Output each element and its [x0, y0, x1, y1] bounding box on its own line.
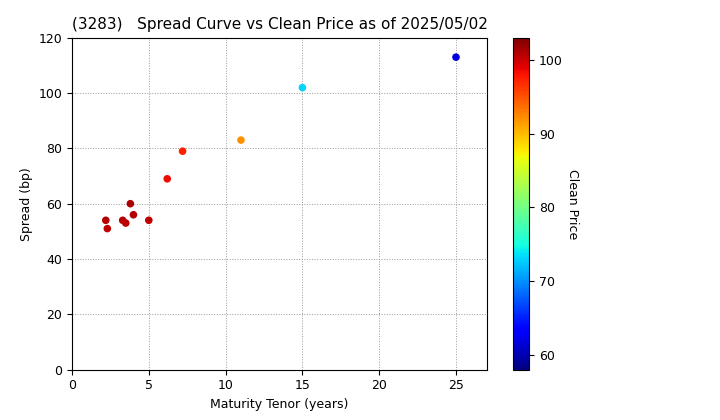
Point [100, 217, 112, 223]
Y-axis label: Clean Price: Clean Price [567, 168, 580, 239]
Point [117, 217, 128, 223]
Point [102, 225, 113, 232]
Point [450, 54, 462, 60]
Point [125, 200, 136, 207]
Point [120, 220, 132, 226]
Point [143, 217, 155, 223]
Y-axis label: Spread (bp): Spread (bp) [20, 167, 33, 241]
Point [161, 176, 173, 182]
X-axis label: Maturity Tenor (years): Maturity Tenor (years) [210, 398, 348, 411]
Point [177, 148, 189, 155]
Point [235, 137, 247, 144]
Point [127, 211, 139, 218]
Text: (3283)   Spread Curve vs Clean Price as of 2025/05/02: (3283) Spread Curve vs Clean Price as of… [72, 18, 488, 32]
Point [297, 84, 308, 91]
